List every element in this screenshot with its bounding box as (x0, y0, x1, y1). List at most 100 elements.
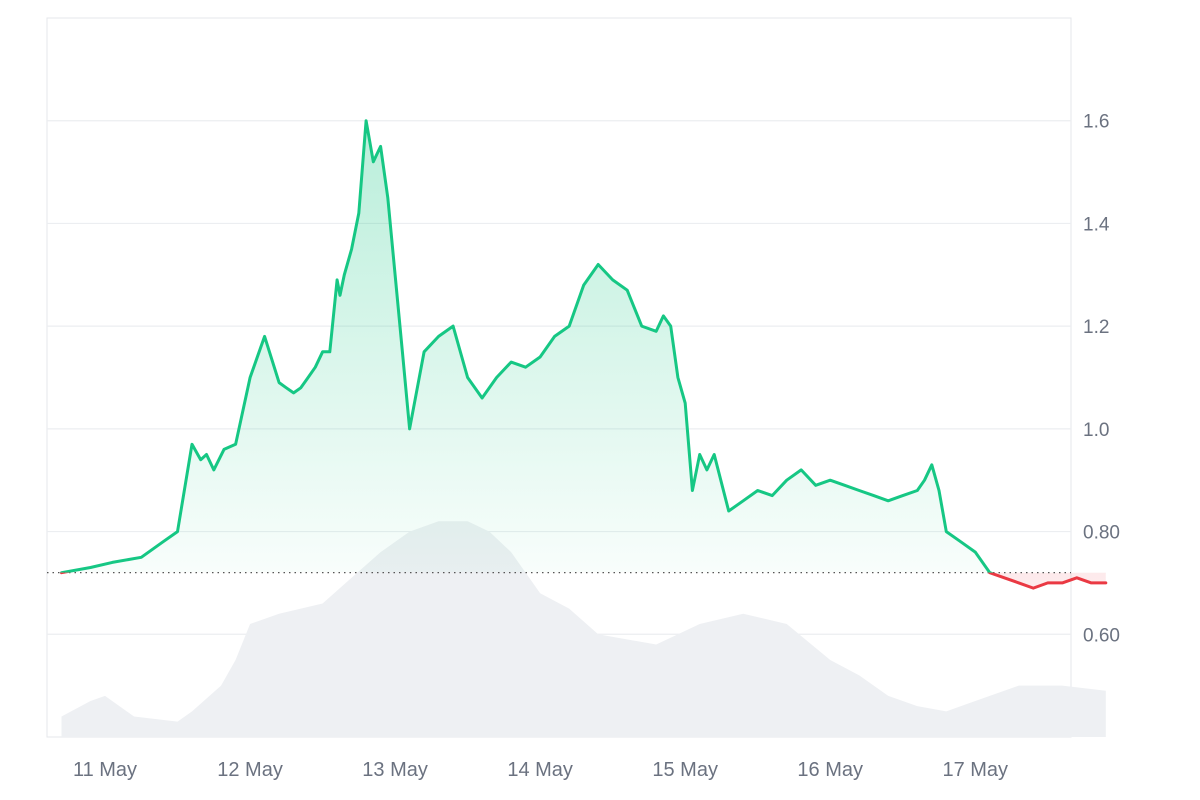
price-point[interactable] (813, 482, 819, 488)
y-tick-label: 1.0 (1083, 420, 1109, 441)
price-point[interactable] (392, 272, 398, 278)
price-point[interactable] (341, 272, 347, 278)
price-point[interactable] (1001, 575, 1007, 581)
price-point[interactable] (198, 457, 204, 463)
x-tick-label: 13 May (362, 759, 428, 781)
price-point[interactable] (914, 487, 920, 493)
price-point[interactable] (668, 323, 674, 329)
price-point[interactable] (204, 452, 210, 458)
price-point[interactable] (798, 467, 804, 473)
price-point[interactable] (697, 452, 703, 458)
price-point[interactable] (109, 559, 115, 565)
price-point[interactable] (653, 328, 659, 334)
x-tick-label: 15 May (652, 759, 718, 781)
price-point[interactable] (59, 570, 65, 576)
x-tick-label: 16 May (797, 759, 863, 781)
price-point[interactable] (1059, 580, 1065, 586)
price-point[interactable] (363, 118, 369, 124)
price-point[interactable] (349, 246, 355, 252)
price-line-up[interactable] (60, 119, 1106, 588)
price-point[interactable] (291, 390, 297, 396)
price-point[interactable] (784, 477, 790, 483)
area-fill-up (61, 120, 1106, 573)
y-tick-label: 1.6 (1083, 112, 1109, 133)
price-point[interactable] (160, 539, 166, 545)
price-point[interactable] (334, 277, 340, 283)
price-point[interactable] (221, 446, 227, 452)
price-point[interactable] (385, 195, 391, 201)
price-point[interactable] (233, 441, 239, 447)
price-point[interactable] (337, 292, 343, 298)
price-point[interactable] (689, 487, 695, 493)
price-point[interactable] (704, 467, 710, 473)
price-point[interactable] (639, 323, 645, 329)
price-point[interactable] (769, 493, 775, 499)
price-point[interactable] (508, 359, 514, 365)
price-point[interactable] (922, 477, 928, 483)
price-fill (61, 120, 1106, 589)
price-point[interactable] (1088, 580, 1094, 586)
price-point[interactable] (958, 539, 964, 545)
price-point[interactable] (552, 333, 558, 339)
price-point[interactable] (827, 477, 833, 483)
price-point[interactable] (885, 498, 891, 504)
price-point[interactable] (566, 323, 572, 329)
price-point[interactable] (987, 570, 993, 576)
price-point[interactable] (88, 565, 94, 571)
price-point[interactable] (1030, 585, 1036, 591)
price-point[interactable] (537, 354, 543, 360)
price-point[interactable] (610, 277, 616, 283)
price-point[interactable] (175, 529, 181, 535)
price-point[interactable] (370, 159, 376, 165)
price-point[interactable] (972, 549, 978, 555)
price-point[interactable] (211, 467, 217, 473)
price-point[interactable] (356, 210, 362, 216)
price-point[interactable] (399, 349, 405, 355)
price-point[interactable] (450, 323, 456, 329)
price-point[interactable] (327, 349, 333, 355)
price-point[interactable] (421, 349, 427, 355)
price-point[interactable] (283, 385, 289, 391)
price-point[interactable] (842, 482, 848, 488)
price-point[interactable] (856, 487, 862, 493)
price-point[interactable] (929, 462, 935, 468)
price-point[interactable] (581, 282, 587, 288)
price-point[interactable] (1045, 580, 1051, 586)
price-point[interactable] (1016, 580, 1022, 586)
price-point[interactable] (675, 375, 681, 381)
price-point[interactable] (305, 375, 311, 381)
price-point[interactable] (871, 493, 877, 499)
price-point[interactable] (320, 349, 326, 355)
price-point[interactable] (1074, 575, 1080, 581)
price-point[interactable] (436, 333, 442, 339)
price-point[interactable] (523, 364, 529, 370)
price-point[interactable] (755, 487, 761, 493)
price-point[interactable] (624, 287, 630, 293)
price-point[interactable] (189, 441, 195, 447)
price-point[interactable] (740, 498, 746, 504)
price-point[interactable] (465, 375, 471, 381)
price-point[interactable] (900, 493, 906, 499)
y-tick-label: 0.80 (1083, 523, 1120, 544)
price-point[interactable] (1103, 580, 1109, 586)
price-point[interactable] (378, 143, 384, 149)
price-point[interactable] (682, 400, 688, 406)
price-point[interactable] (943, 529, 949, 535)
price-point[interactable] (494, 375, 500, 381)
price-point[interactable] (595, 262, 601, 268)
price-point[interactable] (247, 375, 253, 381)
price-point[interactable] (711, 452, 717, 458)
price-point[interactable] (726, 508, 732, 514)
price-point[interactable] (298, 385, 304, 391)
price-point[interactable] (660, 313, 666, 319)
price-point[interactable] (138, 554, 144, 560)
price-point[interactable] (276, 380, 282, 386)
price-point[interactable] (262, 333, 268, 339)
price-point[interactable] (407, 426, 413, 432)
price-point[interactable] (479, 395, 485, 401)
price-point[interactable] (936, 487, 942, 493)
price-line[interactable] (59, 118, 1109, 591)
price-point[interactable] (312, 364, 318, 370)
